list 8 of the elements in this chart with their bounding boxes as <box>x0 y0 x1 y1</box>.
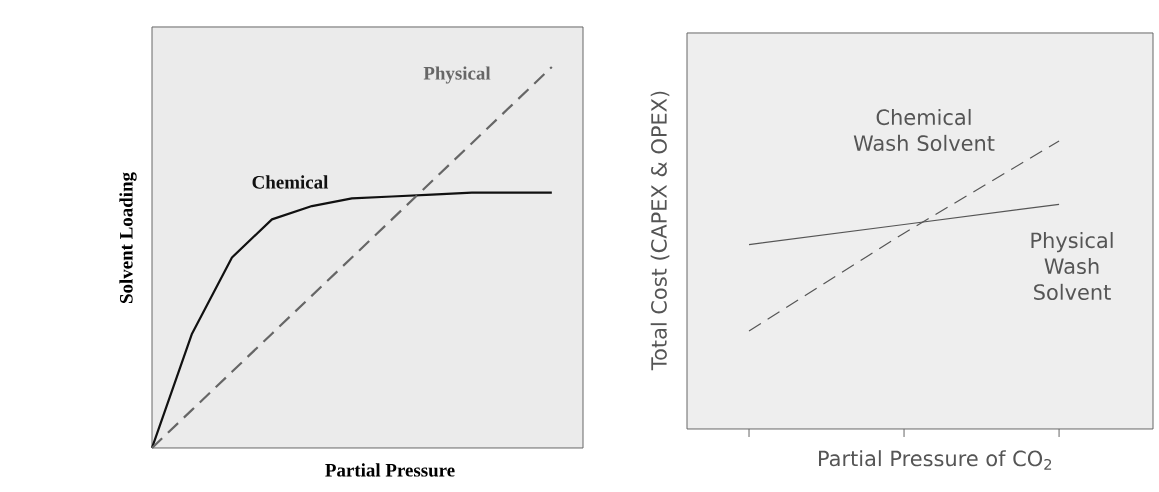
series-label: Chemical Wash Solvent <box>853 108 995 152</box>
x-axis-title: Partial Pressure <box>325 463 455 477</box>
y-axis-title: Solvent Loading <box>119 172 137 303</box>
series-label: Physical <box>423 66 491 84</box>
y-axis-title: Total Cost (CAPEX & OPEX) <box>650 91 670 371</box>
x-axis-title: Partial Pressure of CO$_{2}$ <box>819 450 1052 470</box>
series-label: Physical Wash Solvent <box>1031 231 1113 300</box>
series-label: Chemical <box>252 175 329 189</box>
